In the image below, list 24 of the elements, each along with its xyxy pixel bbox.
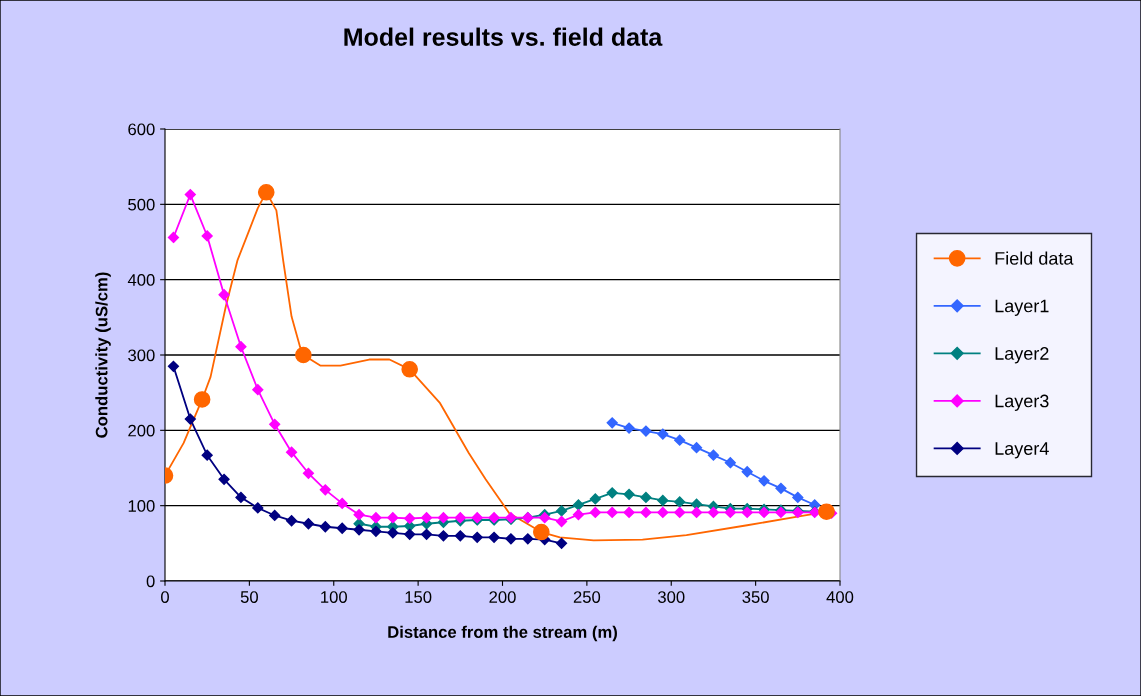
legend-label: Layer3: [995, 394, 1049, 411]
y-tick-label: 0: [146, 575, 155, 588]
y-tick-label: 500: [128, 198, 155, 211]
x-tick-label: 0: [161, 591, 169, 603]
x-tick-label: 400: [826, 591, 854, 603]
x-tick-label: 50: [240, 591, 258, 603]
y-axis-title: Conductivity (uS/cm): [95, 272, 111, 438]
x-tick-label: 200: [489, 591, 516, 603]
x-tick-label: 300: [657, 591, 685, 603]
legend-label: Layer4: [995, 442, 1049, 459]
legend-label: Field data: [995, 251, 1074, 265]
y-tick-label: 100: [128, 500, 155, 512]
x-axis-title: Distance from the stream (m): [388, 625, 617, 642]
y-tick-label: 600: [128, 123, 155, 136]
x-tick-label: 100: [321, 591, 347, 603]
x-tick-label: 350: [742, 591, 769, 603]
chart-title: Model results vs. field data: [344, 27, 663, 46]
x-tick-label: 250: [573, 591, 601, 603]
y-tick-label: 300: [128, 349, 155, 362]
y-tick-label: 200: [128, 424, 155, 437]
x-tick-label: 150: [405, 591, 432, 603]
legend-label: Layer1: [995, 299, 1049, 316]
legend-label: Layer2: [995, 347, 1049, 364]
y-tick-label: 400: [127, 274, 155, 286]
